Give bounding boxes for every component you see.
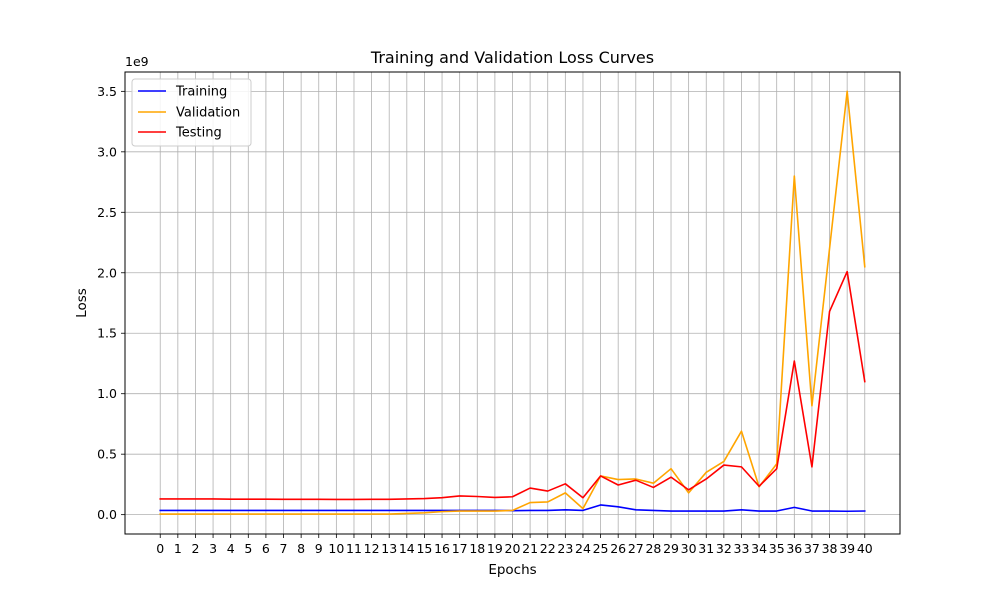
x-tick-label: 17 <box>452 541 468 556</box>
x-tick-label: 12 <box>364 541 380 556</box>
x-tick-label: 23 <box>557 541 573 556</box>
x-tick-label: 35 <box>769 541 785 556</box>
y-tick-label: 0.0 <box>97 507 117 522</box>
legend-box <box>131 78 252 147</box>
x-tick-label: 14 <box>399 541 415 556</box>
y-tick-label: 3.5 <box>97 84 117 99</box>
x-tick-label: 6 <box>262 541 270 556</box>
x-tick-label: 13 <box>381 541 397 556</box>
y-axis-ticks: 0.0 0.5 1.0 1.5 2.0 2.5 3.0 3.5 <box>97 84 125 522</box>
x-tick-label: 1 <box>174 541 182 556</box>
x-tick-label: 25 <box>593 541 609 556</box>
x-tick-label: 7 <box>280 541 288 556</box>
y-tick-label: 1.5 <box>97 326 117 341</box>
x-tick-label: 38 <box>822 541 838 556</box>
x-tick-label: 27 <box>628 541 644 556</box>
x-tick-label: 32 <box>716 541 732 556</box>
x-tick-label: 15 <box>416 541 432 556</box>
y-tick-label: 3.0 <box>97 144 117 159</box>
x-axis-label: Epochs <box>488 562 536 578</box>
x-tick-label: 36 <box>786 541 802 556</box>
x-tick-label: 40 <box>857 541 873 556</box>
y-scale-note: 1e9 <box>125 54 149 69</box>
x-tick-label: 19 <box>487 541 503 556</box>
x-tick-label: 24 <box>575 541 591 556</box>
x-tick-label: 28 <box>645 541 661 556</box>
legend-label-testing: Testing <box>175 126 222 141</box>
x-tick-label: 10 <box>328 541 344 556</box>
x-tick-label: 39 <box>839 541 855 556</box>
x-tick-label: 37 <box>804 541 820 556</box>
y-axis-label: Loss <box>74 288 90 318</box>
x-tick-label: 31 <box>698 541 714 556</box>
y-tick-label: 2.5 <box>97 205 117 220</box>
x-tick-label: 22 <box>540 541 556 556</box>
y-tick-label: 0.5 <box>97 447 117 462</box>
x-tick-label: 4 <box>227 541 235 556</box>
y-tick-label: 2.0 <box>97 265 117 280</box>
x-tick-label: 0 <box>156 541 164 556</box>
series-lines <box>159 90 866 515</box>
x-tick-label: 33 <box>734 541 750 556</box>
x-tick-label: 9 <box>315 541 323 556</box>
legend-label-validation: Validation <box>176 106 240 121</box>
x-tick-label: 20 <box>505 541 521 556</box>
series-line-validation <box>159 90 866 515</box>
x-tick-label: 29 <box>663 541 679 556</box>
x-tick-label: 18 <box>469 541 485 556</box>
x-tick-label: 26 <box>610 541 626 556</box>
series-line-testing <box>159 270 866 501</box>
legend: Training Validation Testing <box>131 78 252 147</box>
x-tick-label: 3 <box>209 541 217 556</box>
x-tick-label: 11 <box>346 541 362 556</box>
x-tick-label: 5 <box>244 541 252 556</box>
x-tick-label: 16 <box>434 541 450 556</box>
x-tick-label: 21 <box>522 541 538 556</box>
x-axis-ticks: 0 1 2 3 4 5 6 7 8 9 10 11 12 13 14 15 16 17 18 19 20 21 22 23 24… <box>156 534 873 556</box>
legend-label-training: Training <box>175 85 227 100</box>
x-tick-label: 34 <box>751 541 767 556</box>
chart-title: Training and Validation Loss Curves <box>370 48 654 67</box>
x-tick-label: 30 <box>681 541 697 556</box>
y-tick-label: 1.0 <box>97 386 117 401</box>
x-tick-label: 8 <box>297 541 305 556</box>
x-tick-label: 2 <box>191 541 199 556</box>
